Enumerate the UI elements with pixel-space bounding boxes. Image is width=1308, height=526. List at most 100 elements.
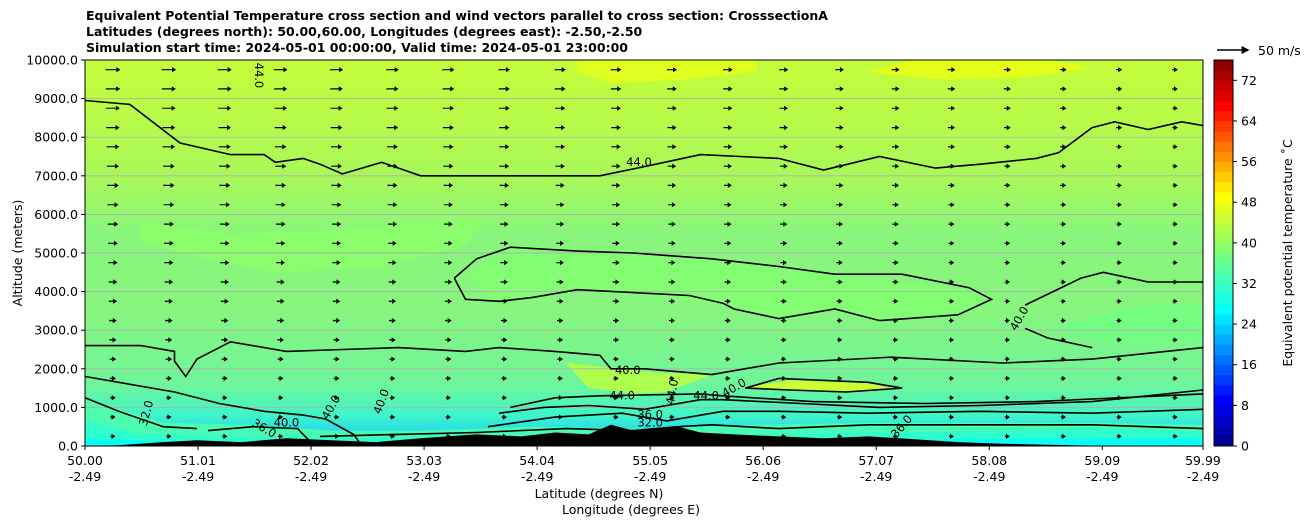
wind-vector	[165, 317, 173, 324]
wind-vector	[1060, 414, 1066, 420]
wind-vector	[892, 433, 899, 439]
x-axis-label-line-1: Latitude (degrees N)	[535, 486, 664, 501]
wind-vector	[274, 105, 287, 111]
wind-vector	[1116, 182, 1122, 188]
wind-vector	[219, 202, 230, 208]
wind-vector	[669, 414, 675, 420]
theta-e-field-layers	[85, 60, 1203, 446]
wind-vector	[613, 395, 619, 401]
wind-vector	[948, 202, 955, 208]
wind-vector	[668, 279, 676, 285]
wind-vector	[500, 221, 509, 227]
wind-vector	[947, 86, 956, 92]
wind-vector	[611, 163, 621, 169]
wind-vector	[219, 221, 230, 227]
wind-vector	[613, 317, 620, 324]
wind-vector	[163, 221, 174, 227]
wind-vector	[499, 202, 509, 208]
wind-vector	[1172, 298, 1178, 304]
contour-label: 44.0	[609, 388, 635, 402]
wind-vector	[276, 260, 285, 266]
wind-vector	[669, 433, 675, 439]
wind-vector	[611, 105, 621, 111]
wind-vector	[835, 144, 844, 150]
wind-vector	[835, 105, 844, 111]
wind-vector	[666, 67, 677, 73]
wind-vector	[445, 337, 452, 343]
wind-vector	[386, 105, 399, 111]
wind-vector	[947, 125, 955, 131]
wind-vector	[1060, 298, 1066, 304]
wind-vector	[781, 433, 787, 439]
contour-40	[453, 246, 994, 322]
wind-vector	[1116, 356, 1122, 362]
wind-vector	[613, 375, 619, 382]
contour-40	[510, 393, 1203, 409]
colorbar-segment	[1214, 181, 1233, 193]
wind-vector	[948, 337, 954, 343]
x-tick-label-lon: -2.49	[69, 469, 101, 484]
wind-vector	[724, 221, 732, 227]
colorbar-segment	[1214, 303, 1233, 315]
contour-32	[85, 397, 197, 430]
wind-vector	[836, 317, 843, 324]
wind-vector	[221, 356, 228, 362]
wind-vector	[555, 182, 565, 188]
wind-vector	[948, 317, 955, 324]
wind-vector	[387, 202, 398, 208]
wind-vector	[668, 240, 676, 246]
wind-vector	[221, 317, 229, 324]
y-tick-label: 7000.0	[34, 168, 78, 183]
colorbar-segment	[1214, 354, 1233, 366]
wind-vector	[1060, 240, 1066, 246]
wind-vector	[442, 125, 454, 131]
wind-vector	[668, 221, 676, 227]
wind-vector	[892, 317, 899, 324]
wind-vector	[164, 298, 173, 304]
y-tick-label: 0.0	[58, 439, 78, 454]
x-tick-label-lat: 53.03	[406, 453, 442, 468]
wind-vector	[669, 356, 675, 362]
wind-vector	[948, 144, 955, 150]
wind-vector	[500, 298, 508, 304]
wind-vector	[105, 86, 121, 92]
x-axis: 50.00-2.4951.01-2.4952.02-2.4953.03-2.49…	[67, 446, 1221, 484]
wind-vector	[724, 202, 732, 208]
colorbar-segment	[1214, 253, 1233, 264]
wind-vector	[1004, 375, 1010, 382]
wind-vector	[668, 317, 675, 324]
x-tick-label-lat: 51.01	[180, 453, 216, 468]
wind-vector	[388, 260, 397, 266]
wind-vector	[1116, 395, 1122, 401]
wind-vector	[106, 105, 120, 111]
wind-vector	[499, 125, 510, 131]
contour-lines	[85, 99, 1203, 443]
wind-vector	[1004, 414, 1010, 420]
wind-vector	[277, 317, 285, 324]
wind-vector	[165, 337, 173, 343]
wind-vector	[781, 395, 787, 401]
colorbar-tick-label: 48	[1241, 195, 1257, 210]
wind-vector	[501, 414, 507, 420]
x-tick-label-lon: -2.49	[747, 469, 779, 484]
wind-vector	[334, 433, 340, 439]
wind-vector	[278, 414, 284, 420]
contour-label: 32.0	[637, 415, 663, 429]
wind-vector	[499, 163, 510, 169]
wind-vector	[1172, 182, 1178, 188]
chart-title-line-3: Simulation start time: 2024-05-01 00:00:…	[86, 40, 628, 55]
contour-36	[85, 375, 360, 443]
wind-vector	[166, 414, 172, 420]
wind-vector	[501, 337, 508, 343]
wind-vector	[163, 182, 175, 188]
wind-vector	[724, 317, 731, 324]
wind-vector	[1060, 86, 1067, 92]
x-tick-label-lat: 59.09	[1084, 453, 1120, 468]
wind-vector	[779, 125, 788, 131]
wind-vector	[108, 298, 118, 304]
wind-vector	[221, 375, 228, 382]
wind-vector	[164, 260, 174, 266]
wind-vector	[891, 86, 900, 92]
wind-vector	[948, 279, 955, 285]
wind-vector	[332, 260, 341, 266]
